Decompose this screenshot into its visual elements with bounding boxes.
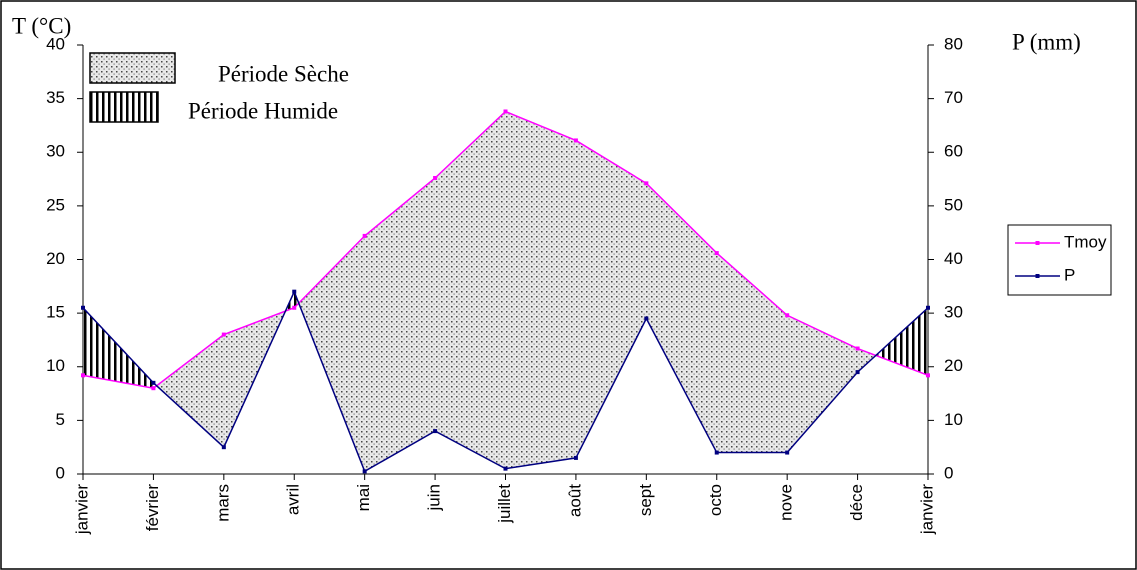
y-tick-label: 5	[56, 410, 65, 429]
y-tick-label: 30	[46, 142, 65, 161]
y2-axis-title: P (mm)	[1012, 29, 1081, 54]
x-tick-label: janvier	[72, 484, 91, 535]
x-tick-label: avril	[284, 484, 303, 515]
x-tick-label: octo	[706, 484, 725, 516]
x-tick-label: janvier	[917, 484, 936, 535]
x-tick-label: juillet	[495, 484, 514, 524]
point	[433, 175, 438, 180]
y2-tick-label: 10	[944, 410, 963, 429]
point	[151, 380, 156, 385]
x-tick-label: déce	[847, 484, 866, 521]
legend	[1007, 224, 1112, 296]
point	[362, 233, 367, 238]
point	[855, 346, 860, 351]
dry-swatch	[89, 52, 176, 84]
point	[503, 109, 508, 114]
y-tick-label: 40	[46, 34, 65, 53]
point	[785, 450, 790, 455]
point	[81, 305, 85, 310]
legend-label: Tmoy	[1064, 232, 1107, 251]
legend-label: P	[1064, 265, 1075, 284]
dry-area	[83, 111, 928, 472]
x-tick-label: nove	[777, 484, 796, 521]
y2-tick-label: 20	[944, 356, 963, 375]
y-tick-label: 35	[46, 88, 65, 107]
y2-tick-label: 0	[944, 463, 953, 482]
point	[855, 370, 860, 375]
point	[292, 305, 297, 310]
point	[503, 466, 508, 471]
point	[433, 429, 438, 434]
point	[714, 251, 719, 256]
point	[714, 450, 719, 455]
y2-tick-label: 80	[944, 34, 963, 53]
x-tick-label: sept	[636, 484, 655, 516]
y2-tick-label: 60	[944, 142, 963, 161]
point	[221, 445, 226, 450]
humid-swatch	[89, 91, 159, 123]
y-tick-label: 10	[46, 356, 65, 375]
y-tick-label: 0	[56, 463, 65, 482]
point	[644, 181, 649, 186]
x-tick-label: mars	[213, 484, 232, 522]
point	[926, 305, 930, 310]
point	[573, 138, 578, 143]
y-tick-label: 20	[46, 249, 65, 268]
y-tick-label: 15	[46, 303, 65, 322]
point	[151, 386, 156, 391]
point	[81, 373, 85, 378]
dry-label: Période Sèche	[218, 61, 349, 86]
point	[362, 469, 367, 474]
point	[221, 332, 226, 337]
y2-tick-label: 40	[944, 249, 963, 268]
y2-tick-label: 50	[944, 195, 963, 214]
point	[644, 316, 649, 321]
y2-tick-label: 30	[944, 303, 963, 322]
legend-marker	[1035, 274, 1040, 278]
y-axis-title: T (°C)	[12, 13, 71, 38]
point	[573, 455, 578, 460]
y-tick-label: 25	[46, 195, 65, 214]
x-tick-label: août	[565, 484, 584, 517]
x-tick-label: mai	[354, 484, 373, 511]
point	[785, 313, 790, 318]
y2-tick-label: 70	[944, 88, 963, 107]
x-tick-label: février	[143, 484, 162, 532]
humid-label: Période Humide	[188, 98, 338, 123]
point	[926, 373, 930, 378]
point	[292, 289, 297, 294]
x-tick-label: juin	[425, 484, 444, 511]
legend-marker	[1035, 241, 1040, 245]
